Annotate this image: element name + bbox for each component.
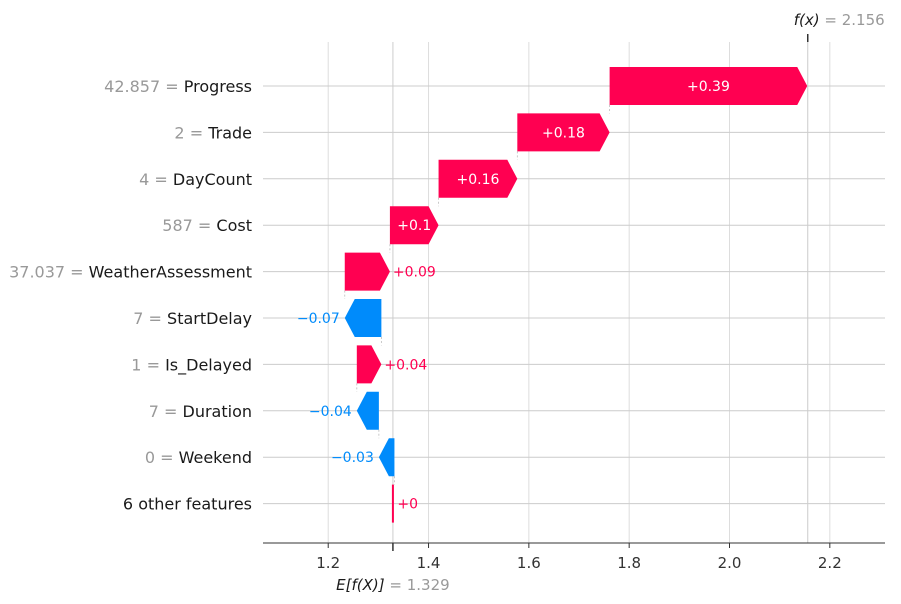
x-tick-label: 2.2	[818, 554, 842, 572]
bar-value-label: +0.1	[397, 218, 431, 234]
bar-value-label: +0.04	[384, 357, 427, 373]
feature-value: 37.037 =	[9, 263, 89, 282]
feature-value: 7 =	[149, 402, 183, 421]
feature-name: Duration	[183, 402, 253, 421]
feature-label: 42.857 = Progress	[104, 77, 252, 96]
row-lines	[263, 85, 885, 505]
bar-cost	[389, 206, 439, 245]
feature-value: 7 =	[133, 309, 167, 328]
bar-6-other-features	[391, 484, 394, 523]
feature-name: Trade	[207, 123, 252, 142]
bar-value-label: +0.09	[393, 265, 436, 281]
x-tick-label: 1.2	[316, 554, 340, 572]
bar-value-label: +0.18	[542, 125, 585, 141]
x-tick-label: 1.8	[617, 554, 641, 572]
base-value-number: = 1.329	[389, 576, 449, 594]
feature-name: StartDelay	[167, 309, 252, 328]
bars: +0.39 +0.18 +0.16 +0.1 +0.09 −0.07 +0.04 −0.04 −…	[297, 67, 808, 523]
bar-daycount	[438, 159, 518, 198]
feature-value: 1 =	[131, 355, 165, 374]
base-value-annotation: E[f(X)] = 1.329	[336, 576, 450, 594]
connector-lines	[344, 105, 611, 485]
bar-startdelay	[344, 299, 382, 337]
output-value-number: = 2.156	[824, 11, 884, 29]
x-tick-label: 1.6	[517, 554, 541, 572]
x-axis: 1.2 1.4 1.6 1.8 2.0 2.2	[263, 542, 885, 572]
bar-value-label: +0	[397, 497, 418, 513]
feature-name: Cost	[216, 216, 252, 235]
feature-label: 0 = Weekend	[145, 448, 252, 467]
bar-progress	[609, 67, 808, 105]
feature-name: Progress	[184, 77, 252, 96]
feature-label: 4 = DayCount	[139, 170, 252, 189]
feature-name: WeatherAssessment	[89, 263, 252, 282]
value-annotations: E[f(X)] = 1.329 f(x) = 2.156	[336, 11, 885, 594]
feature-label: 2 = Trade	[174, 123, 252, 142]
feature-label: 6 other features	[123, 495, 252, 514]
bar-value-label: +0.39	[687, 79, 730, 95]
x-tick-label: 1.4	[417, 554, 441, 572]
bar-value-label: −0.03	[331, 450, 374, 466]
output-value-annotation: f(x) = 2.156	[794, 11, 885, 29]
bar-weekend	[378, 438, 395, 477]
feature-name: Is_Delayed	[165, 355, 252, 375]
feature-value: 0 =	[145, 448, 179, 467]
feature-label: 37.037 = WeatherAssessment	[9, 263, 252, 282]
bar-value-label: −0.07	[297, 311, 340, 327]
bar-is-delayed	[356, 345, 382, 384]
bar-duration	[356, 391, 379, 430]
feature-label: 587 = Cost	[162, 216, 252, 235]
feature-label: 7 = Duration	[149, 402, 252, 421]
feature-label: 7 = StartDelay	[133, 309, 252, 328]
feature-name: DayCount	[173, 170, 252, 189]
feature-name: 6 other features	[123, 495, 252, 514]
feature-value: 2 =	[174, 123, 208, 142]
bar-trade	[517, 113, 610, 152]
feature-value: 42.857 =	[104, 77, 184, 96]
base-value-key: E[f(X)]	[336, 576, 389, 594]
bar-weatherassessment	[344, 252, 390, 291]
feature-labels: 42.857 = Progress 2 = Trade 4 = DayCount 58…	[9, 77, 252, 514]
feature-value: 587 =	[162, 216, 216, 235]
feature-label: 1 = Is_Delayed	[131, 355, 252, 375]
output-value-key: f(x)	[794, 11, 825, 29]
feature-value: 4 =	[139, 170, 173, 189]
x-tick-label: 2.0	[718, 554, 742, 572]
bar-value-label: +0.16	[456, 172, 499, 188]
bar-value-label: −0.04	[309, 404, 352, 420]
feature-name: Weekend	[179, 448, 252, 467]
